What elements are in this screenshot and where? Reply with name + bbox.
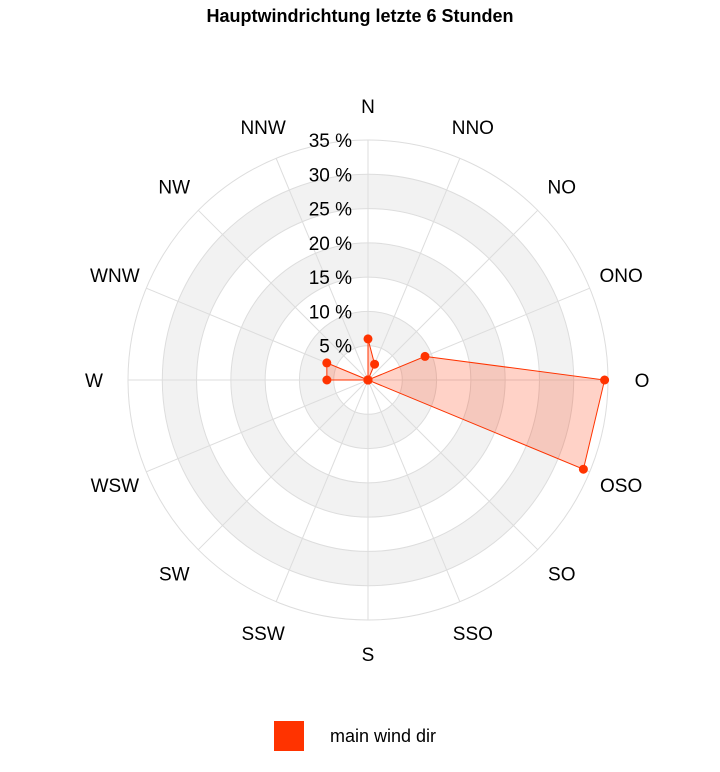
direction-label-s: S — [362, 645, 375, 666]
radial-tick-label: 15 % — [309, 268, 352, 289]
direction-label-ono: ONO — [600, 266, 643, 287]
direction-label-nno: NNO — [452, 118, 494, 139]
radial-tick-label: 35 % — [309, 131, 352, 152]
grid-spoke — [197, 379, 369, 551]
direction-label-no: NO — [547, 177, 576, 198]
legend-swatch — [274, 721, 304, 751]
data-point-n[interactable] — [363, 334, 373, 344]
grid-spoke — [367, 158, 461, 381]
grid-spoke — [146, 379, 369, 473]
grid-spoke — [367, 379, 539, 551]
radial-tick-label: 5 % — [319, 337, 352, 358]
data-point-wnw[interactable] — [322, 358, 332, 368]
radial-tick-label: 20 % — [309, 234, 352, 255]
direction-label-oso: OSO — [600, 476, 642, 497]
direction-label-sw: SW — [159, 565, 190, 586]
data-point-o[interactable] — [600, 375, 610, 385]
direction-label-wnw: WNW — [90, 266, 140, 287]
data-point-nno[interactable] — [370, 359, 380, 369]
direction-label-so: SO — [548, 565, 575, 586]
direction-label-nnw: NNW — [240, 118, 285, 139]
radial-tick-label: 30 % — [309, 165, 352, 186]
series-layer — [322, 334, 610, 474]
data-point-ono[interactable] — [420, 351, 430, 361]
grid-spoke — [367, 379, 461, 602]
radial-tick-label: 10 % — [309, 302, 352, 323]
direction-label-ssw: SSW — [242, 624, 285, 645]
direction-label-wsw: WSW — [91, 476, 140, 497]
grid-spoke — [197, 209, 369, 381]
radar-chart: 5 % 10 % 15 % 20 % 25 % 30 % 35 % N NNO NO ONO O OS… — [85, 97, 649, 666]
legend[interactable]: main wind dir — [274, 720, 436, 752]
grid-spoke — [367, 209, 539, 381]
data-point-nnw[interactable] — [363, 375, 373, 385]
direction-label-w: W — [85, 371, 103, 392]
direction-label-n: N — [361, 97, 375, 118]
data-point-oso[interactable] — [578, 464, 588, 474]
direction-labels: N NNO NO ONO O OSO SO SSO S SSW SW WSW W WNW NW NNW — [85, 97, 649, 666]
direction-label-sso: SSO — [453, 624, 493, 645]
grid-spoke — [275, 379, 369, 602]
radial-tick-label: 25 % — [309, 200, 352, 221]
radial-tick-labels: 5 % 10 % 15 % 20 % 25 % 30 % 35 % — [309, 131, 352, 358]
direction-label-o: O — [635, 371, 650, 392]
direction-label-nw: NW — [158, 177, 190, 198]
chart-title: Hauptwindrichtung letzte 6 Stunden — [206, 6, 514, 26]
grid-spoke — [275, 158, 369, 381]
data-point-w[interactable] — [322, 375, 332, 385]
legend-label: main wind dir — [330, 725, 437, 746]
